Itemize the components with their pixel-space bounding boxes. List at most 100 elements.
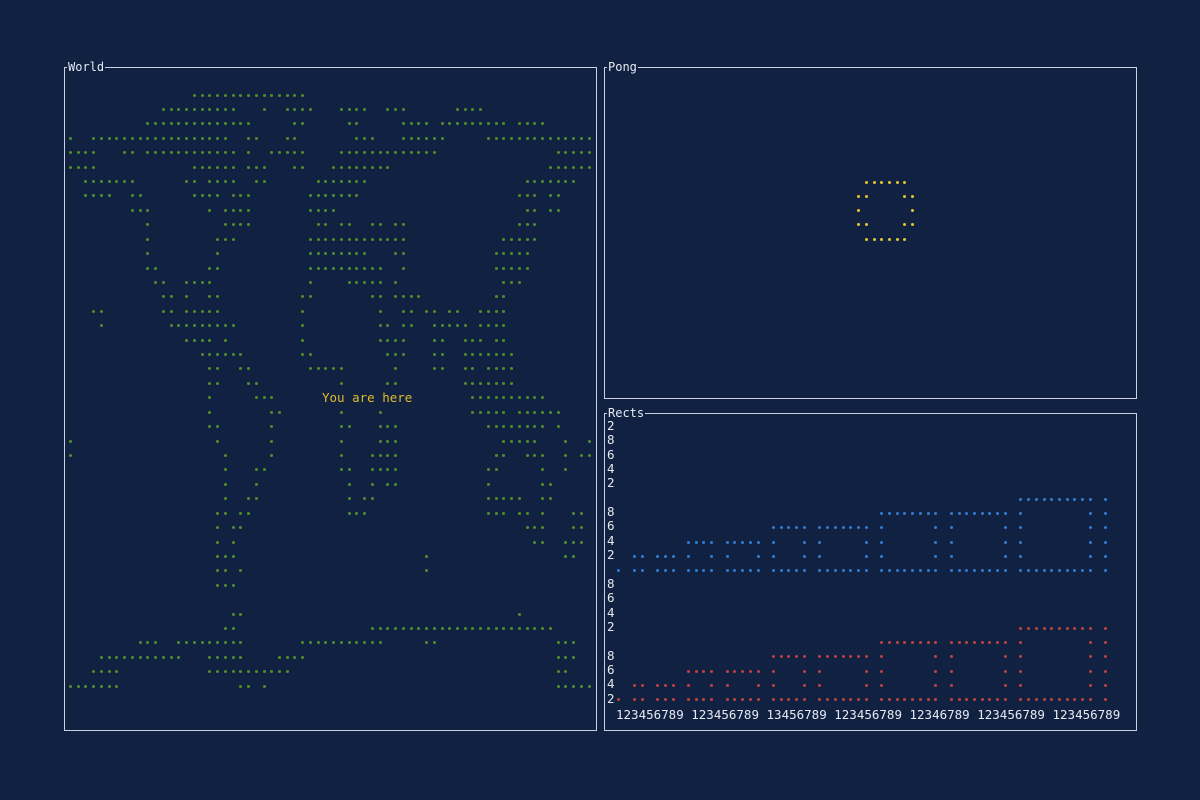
map-dot [579, 454, 583, 457]
rect-dot-upper [818, 554, 822, 558]
map-dot [293, 93, 297, 97]
rect-dot-lower [663, 698, 667, 702]
map-dot [486, 425, 490, 429]
map-dot [564, 554, 568, 558]
map-dot [355, 180, 359, 184]
map-dot [316, 194, 320, 198]
map-dot [277, 670, 281, 674]
map-dot [579, 165, 583, 169]
map-dot [564, 655, 568, 659]
map-dot [347, 151, 351, 155]
map-dot [308, 237, 312, 241]
map-dot [231, 554, 235, 558]
map-dot [525, 425, 529, 429]
map-dot [502, 454, 506, 457]
rect-dot-lower [996, 698, 1000, 702]
rect-dot-lower [702, 698, 706, 702]
map-dot [192, 324, 196, 328]
map-dot [216, 237, 220, 241]
rect-dot-lower [741, 669, 745, 673]
map-dot [216, 252, 220, 256]
map-dot [138, 655, 142, 659]
map-dot [517, 627, 521, 631]
map-dot [564, 670, 568, 674]
map-dot [564, 151, 568, 155]
rect-dot-lower [1034, 626, 1038, 630]
map-dot [231, 180, 235, 184]
map-dot [123, 151, 127, 155]
map-dot [378, 223, 382, 227]
map-dot [339, 266, 343, 270]
map-dot [510, 280, 514, 284]
rect-dot-lower [918, 698, 922, 702]
map-dot [572, 684, 576, 688]
map-dot [339, 165, 343, 169]
map-dot [177, 122, 181, 126]
map-dot [161, 107, 165, 111]
rect-dot-upper [949, 540, 953, 544]
map-dot [394, 280, 398, 284]
map-dot [572, 151, 576, 155]
rect-dot-lower [1104, 640, 1108, 644]
rect-dot-lower [880, 655, 884, 659]
map-dot [533, 410, 537, 414]
map-dot [378, 641, 382, 645]
map-dot [223, 338, 227, 342]
map-dot [92, 180, 96, 184]
rect-dot-lower [640, 698, 644, 702]
rect-dot-upper [686, 540, 690, 544]
map-dot [324, 194, 328, 198]
rect-dot-upper [895, 569, 899, 573]
rect-dot-upper [656, 554, 660, 558]
map-dot [363, 107, 367, 111]
rect-dot-upper [818, 526, 822, 530]
map-dot [247, 670, 251, 674]
map-dot [502, 410, 506, 414]
map-dot [556, 425, 560, 429]
rect-dot-lower [725, 698, 729, 702]
map-dot [239, 367, 243, 371]
rect-dot-upper [1050, 569, 1054, 573]
map-dot [324, 223, 328, 227]
rect-dot-lower [1088, 626, 1092, 630]
map-dot [502, 309, 506, 313]
rect-dot-upper [864, 540, 868, 544]
map-dot [254, 396, 258, 400]
map-dot [448, 627, 452, 631]
map-dot [541, 136, 545, 140]
rect-dot-upper [1058, 569, 1061, 573]
rect-dot-lower [787, 698, 791, 702]
rect-dot-upper [710, 569, 714, 573]
rect-dot-upper [787, 526, 791, 530]
map-dot [502, 237, 506, 241]
rect-dot-upper [880, 569, 884, 573]
map-dot [502, 439, 506, 443]
map-dot [339, 151, 343, 155]
rects-y-label: 2 [607, 690, 615, 706]
rect-dot-upper [849, 526, 853, 530]
map-dot [200, 194, 204, 198]
ball-dot [887, 180, 891, 184]
map-dot [107, 180, 111, 184]
ball-dot [910, 223, 914, 227]
map-dot [587, 151, 591, 155]
map-dot [517, 425, 521, 429]
map-dot [223, 237, 227, 241]
map-dot [486, 497, 490, 501]
map-dot [363, 497, 367, 501]
map-dot [332, 194, 336, 198]
map-dot [169, 122, 173, 126]
rect-dot-upper [1088, 554, 1092, 558]
map-dot [270, 396, 274, 400]
rect-dot-lower [1034, 698, 1038, 702]
map-dot [587, 454, 591, 457]
rect-dot-lower [702, 669, 706, 673]
map-dot [324, 208, 328, 212]
rects-y-label: 2 [607, 475, 615, 491]
map-dot [363, 136, 367, 140]
map-dot [525, 136, 529, 140]
map-dot [293, 136, 297, 140]
rect-dot-upper [1065, 569, 1069, 573]
map-dot [339, 180, 343, 184]
map-dot [471, 122, 475, 126]
